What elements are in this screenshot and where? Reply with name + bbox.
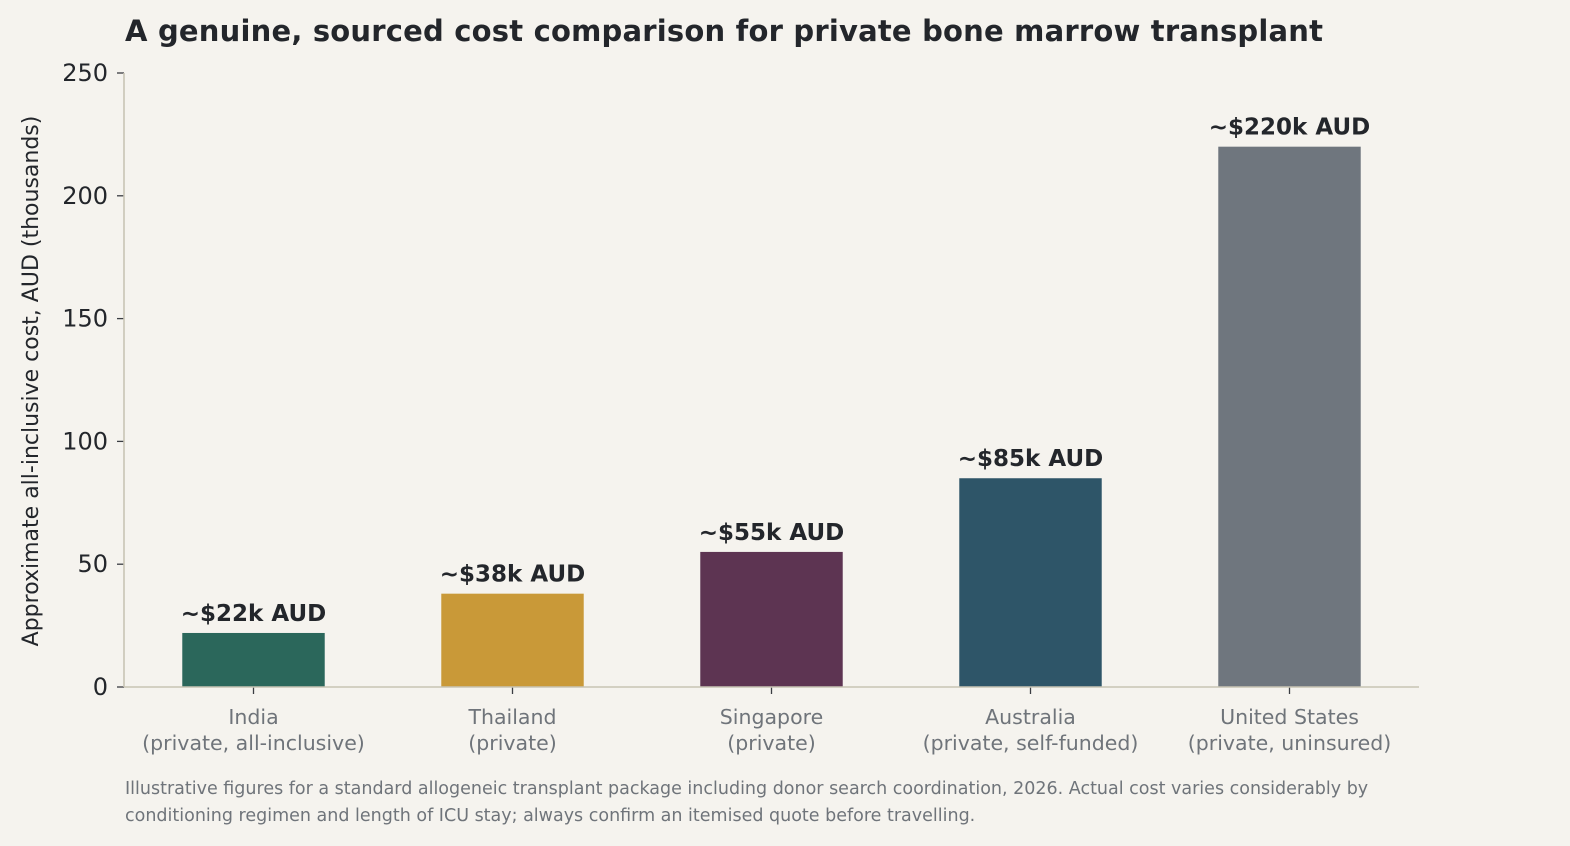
bar [1218, 146, 1361, 687]
x-tick-label: (private, uninsured) [1188, 731, 1391, 755]
footnote: Illustrative figures for a standard allo… [125, 776, 1565, 830]
y-axis-label-group: Approximate all-inclusive cost, AUD (tho… [19, 116, 44, 647]
y-tick: 0 [93, 673, 124, 701]
x-tick: United States(private, uninsured) [1188, 687, 1391, 755]
x-tick: Thailand(private) [467, 687, 557, 755]
bar [959, 478, 1102, 687]
bar-data-label: ~$85k AUD [958, 446, 1103, 472]
x-tick: Singapore(private) [720, 687, 823, 755]
x-axis-ticks: India(private, all-inclusive)Thailand(pr… [142, 687, 1391, 755]
footnote-line-1: Illustrative figures for a standard allo… [125, 779, 1369, 799]
bar-data-labels: ~$22k AUD ~$38k AUD ~$55k AUD ~$85k AUD ~$22… [181, 115, 1370, 627]
x-tick-label: India [228, 705, 278, 729]
x-tick-label: (private, self-funded) [923, 731, 1139, 755]
x-tick-label: (private) [727, 731, 815, 755]
x-tick: India(private, all-inclusive) [142, 687, 365, 755]
y-tick-label: 50 [77, 550, 108, 578]
y-tick: 200 [62, 182, 124, 210]
bar-data-label: ~$22k AUD [181, 601, 326, 627]
x-tick-label: Australia [985, 705, 1076, 729]
x-tick-label: Thailand [467, 705, 556, 729]
y-tick-label: 100 [62, 427, 108, 455]
y-tick-label: 0 [93, 673, 108, 701]
bar-data-label: ~$55k AUD [699, 520, 844, 546]
y-tick-label: 200 [62, 182, 108, 210]
y-axis-label: Approximate all-inclusive cost, AUD (tho… [19, 116, 44, 647]
y-tick-label: 150 [62, 305, 108, 333]
x-tick-label: (private) [468, 731, 556, 755]
x-tick-label: (private, all-inclusive) [142, 731, 365, 755]
y-tick-label: 250 [62, 59, 108, 87]
x-tick: Australia(private, self-funded) [923, 687, 1139, 755]
bar [700, 551, 843, 687]
bar [182, 632, 325, 687]
y-tick: 250 [62, 59, 124, 87]
x-tick-label: Singapore [720, 705, 823, 729]
bars [182, 146, 1361, 687]
bar-data-label: ~$38k AUD [440, 562, 585, 588]
y-tick: 50 [77, 550, 124, 578]
y-tick: 100 [62, 427, 124, 455]
y-axis-ticks: 0 50 100 150 200 250 [62, 59, 124, 701]
chart-title: A genuine, sourced cost comparison for p… [125, 14, 1324, 48]
y-tick: 150 [62, 305, 124, 333]
bar-data-label: ~$220k AUD [1209, 115, 1370, 141]
bar [441, 593, 584, 687]
footnote-line-2: conditioning regimen and length of ICU s… [125, 806, 976, 826]
x-tick-label: United States [1220, 705, 1359, 729]
